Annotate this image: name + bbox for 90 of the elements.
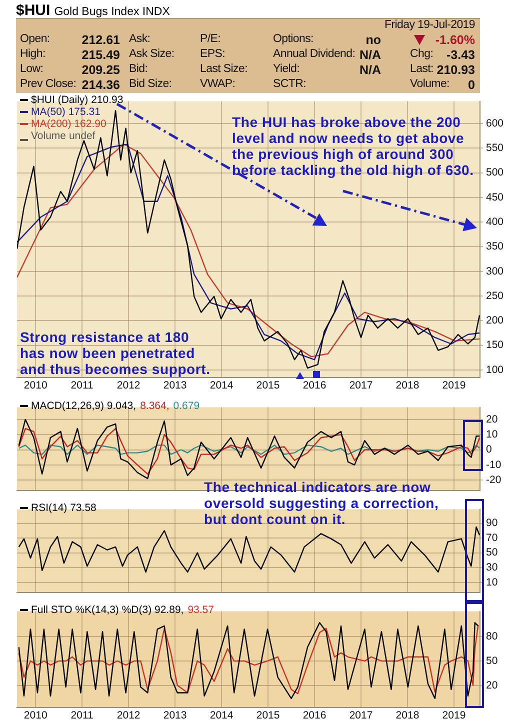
text: Volume: [410,78,450,90]
x-tick-label: 2015 [256,710,280,722]
x-tick-label: 2012 [116,380,140,392]
text: Yield: [273,63,300,75]
y-tick-label: 50 [486,546,498,559]
text: 93.57 [188,604,214,616]
y-tick-label: 500 [486,166,504,179]
x-tick-label: 2012 [116,710,140,722]
y-tick-label: 150 [486,339,504,352]
y-tick-label: -10 [486,458,502,471]
text: Friday 19-Jul-2019 [384,19,475,31]
y-tick-label: 20 [486,413,498,426]
text: 0 [468,78,475,92]
y-tick-label: 0 [486,444,492,456]
text: Bid Size: [129,78,172,90]
y-tick-label: 200 [486,314,504,327]
legend-label: RSI(14) 73.58 [31,502,96,514]
y-tick-label: 600 [486,117,504,130]
legend-label: Full STO %K(14,3) %D(3) 92.89, [31,604,184,616]
text: N/A [359,48,381,62]
text: 209.25 [82,63,120,77]
y-tick-label: 30 [486,561,498,574]
y-tick-label: 10 [486,576,498,588]
x-tick-label: 2018 [396,710,420,722]
text: Options: [273,33,314,45]
text: Gold Bugs Index INDX [54,6,170,18]
annotation: Volume undef [31,130,96,142]
y-tick-label: 250 [486,290,504,302]
legend-label: MACD(12,26,9) 9.043, [31,400,136,412]
text: N/A [359,63,381,77]
text: 0.679 [173,400,200,412]
text: EPS: [200,48,226,60]
y-tick-label: 10 [486,428,498,440]
text: Open: [20,33,50,45]
text: P/E: [200,33,221,45]
annotation: The technical indicators are now oversold suggesting a correction, but dont count on it. [204,479,440,527]
x-tick-label: 2017 [349,380,373,392]
x-tick-label: 2017 [349,710,373,722]
x-tick-label: 2019 [442,710,466,722]
legend-label: MA(50) 175.31 [31,106,100,118]
text: SCTR: [273,78,306,90]
text: 212.61 [82,33,120,47]
text: 210.93 [436,63,475,77]
text: VWAP: [200,78,236,90]
y-tick-label: 70 [486,532,498,544]
y-tick-label: 350 [486,240,504,253]
text: Bid: [129,63,148,75]
text: Low: [20,63,44,75]
text: 215.49 [82,48,120,62]
x-tick-label: 2014 [210,380,234,392]
y-tick-label: 100 [486,364,504,376]
text: Last Size: [200,63,248,75]
text: High: [20,48,46,60]
y-tick-label: 550 [486,142,504,154]
text: no [366,33,381,47]
text: $HUI [16,2,50,19]
x-tick-label: 2013 [163,710,187,722]
text: Ask: [129,33,150,45]
text: -1.60% [435,33,475,47]
annotation: Strong resistance at 180 has now been penetrated and thus becomes support. [20,329,212,377]
text: -3.43 [446,48,475,62]
y-tick-label: -20 [486,474,502,486]
y-tick-label: 20 [486,679,498,692]
text: Chg: [410,48,434,60]
x-tick-label: 2019 [442,380,466,392]
x-tick-label: 2011 [70,710,94,722]
x-tick-label: 2013 [163,380,187,392]
x-tick-label: 2018 [396,380,420,392]
x-tick-label: 2011 [70,380,94,392]
legend-label: $HUI (Daily) 210.93 [31,94,124,106]
text: 214.36 [82,78,120,92]
text: Last: [410,63,434,75]
x-tick-label: 2016 [302,380,326,392]
y-tick-label: 400 [486,216,504,228]
x-tick-label: 2010 [24,380,48,392]
legend-label: MA(200) 162.90 [31,118,106,130]
y-tick-label: 80 [486,630,498,642]
text: 8.364, [140,400,170,412]
text: Ask Size: [129,48,174,60]
x-tick-label: 2016 [302,710,326,722]
x-tick-label: 2014 [210,710,234,722]
text: Annual Dividend: [273,48,356,60]
text: Prev Close: [20,78,76,90]
y-tick-label: 50 [486,654,498,667]
x-tick-label: 2010 [24,710,48,722]
y-tick-label: 300 [486,265,504,278]
annotation: The HUI has broke above the 200 level and now needs to get above the previous high of around 300 before tackling the old high of 630. [232,114,475,178]
y-tick-label: 90 [486,517,498,530]
y-tick-label: 450 [486,191,504,204]
x-tick-label: 2015 [256,380,280,392]
